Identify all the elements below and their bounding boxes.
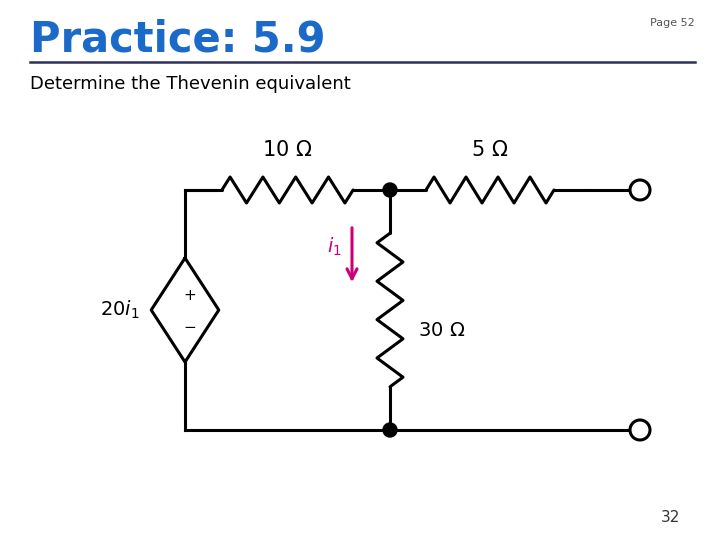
Text: Practice: 5.9: Practice: 5.9 bbox=[30, 18, 325, 60]
Circle shape bbox=[630, 180, 650, 200]
Text: +: + bbox=[184, 288, 197, 303]
Text: $10\ \Omega$: $10\ \Omega$ bbox=[262, 140, 312, 160]
Circle shape bbox=[383, 423, 397, 437]
Text: $20i_1$: $20i_1$ bbox=[99, 299, 139, 321]
Text: 32: 32 bbox=[661, 510, 680, 525]
Circle shape bbox=[383, 183, 397, 197]
Text: Determine the Thevenin equivalent: Determine the Thevenin equivalent bbox=[30, 75, 351, 93]
Text: Page 52: Page 52 bbox=[650, 18, 695, 28]
Text: $30\ \Omega$: $30\ \Omega$ bbox=[418, 321, 465, 340]
Text: −: − bbox=[184, 320, 197, 334]
Text: $5\ \Omega$: $5\ \Omega$ bbox=[472, 140, 508, 160]
Text: $i_1$: $i_1$ bbox=[327, 236, 342, 258]
Circle shape bbox=[630, 420, 650, 440]
